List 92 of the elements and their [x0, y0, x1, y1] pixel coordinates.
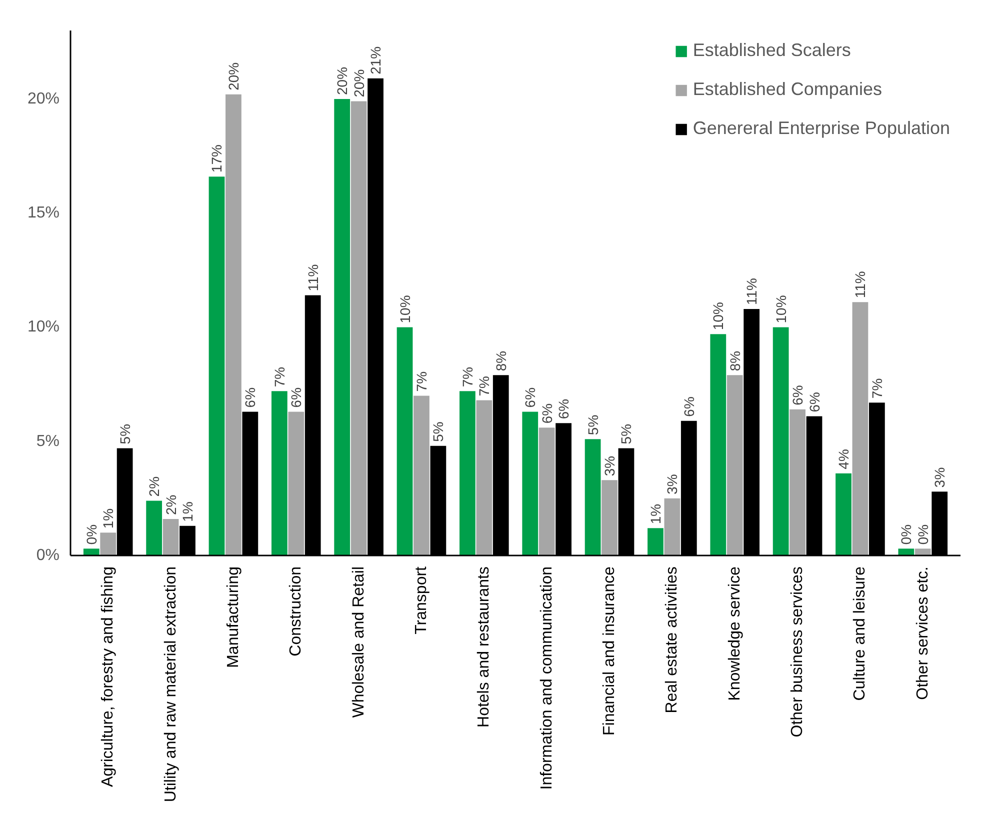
- bar: [350, 101, 367, 556]
- data-label: 17%: [208, 144, 225, 173]
- y-tick-label: 10%: [27, 318, 60, 336]
- data-label: 6%: [288, 387, 304, 408]
- data-label: 0%: [898, 524, 914, 545]
- bar: [648, 528, 664, 556]
- x-tick-label: Construction: [288, 566, 305, 656]
- bar: [836, 473, 852, 556]
- bar: [602, 480, 618, 556]
- x-tick-label: Wholesale and Retail: [350, 566, 368, 718]
- data-label: 5%: [584, 414, 601, 436]
- bar: [162, 518, 179, 556]
- data-label: 7%: [868, 378, 885, 399]
- bar: [898, 548, 914, 556]
- bar: [476, 400, 492, 556]
- data-label: 5%: [116, 424, 133, 444]
- data-label: 11%: [304, 264, 321, 292]
- data-label: 4%: [836, 449, 852, 470]
- data-label: 8%: [726, 350, 743, 372]
- bar: [83, 548, 100, 556]
- data-label: 11%: [852, 271, 868, 298]
- data-label: 0%: [914, 524, 931, 545]
- bar: [790, 409, 806, 556]
- bar: [522, 412, 538, 556]
- data-label: 5%: [430, 422, 446, 442]
- x-tick-label: Other business services: [789, 566, 806, 738]
- data-label: 7%: [476, 376, 492, 396]
- bar: [914, 548, 931, 556]
- data-label: 1%: [179, 502, 196, 522]
- data-label: 7%: [271, 366, 288, 388]
- legend-label: Genereral Enterprise Population: [692, 118, 950, 139]
- x-tick-label: Transport: [412, 566, 430, 634]
- x-tick-label: Manufacturing: [224, 566, 242, 668]
- data-label: 20%: [225, 62, 242, 90]
- x-tick-label: Utility and raw material extraction: [162, 566, 180, 802]
- data-label: 21%: [368, 46, 384, 74]
- data-label: 10%: [396, 295, 413, 324]
- y-tick-label: 15%: [27, 204, 60, 222]
- x-tick-label: Agriculture, forestry and fishing: [100, 566, 117, 788]
- bar: [726, 375, 743, 556]
- data-label: 6%: [806, 392, 822, 412]
- bar: [710, 334, 726, 556]
- data-label: 6%: [790, 385, 806, 406]
- bar: [334, 98, 350, 556]
- data-label: 6%: [556, 398, 572, 420]
- data-label: 3%: [932, 467, 948, 488]
- x-tick-label: Hotels and restaurants: [476, 566, 493, 728]
- bar: [288, 412, 304, 556]
- bar: [414, 396, 430, 556]
- data-label: 2%: [146, 476, 162, 497]
- x-tick-label: Culture and leisure: [852, 566, 869, 701]
- data-label: 7%: [413, 371, 430, 392]
- data-label: 0%: [83, 524, 100, 545]
- bar: [584, 439, 601, 556]
- x-tick-label: Other services etc.: [914, 566, 932, 700]
- x-tick-label: Information and communication: [538, 566, 556, 790]
- y-tick-label: 20%: [27, 90, 60, 108]
- data-label: 20%: [334, 66, 350, 95]
- bar: [208, 176, 225, 556]
- x-tick-label: Real estate activities: [664, 566, 681, 714]
- data-label: 7%: [459, 366, 476, 388]
- bar: [664, 498, 680, 556]
- data-label: 6%: [538, 403, 555, 424]
- data-label: 1%: [100, 508, 116, 529]
- data-label: 11%: [744, 278, 760, 305]
- bar: [396, 327, 413, 556]
- legend-label: Established Companies: [692, 79, 882, 100]
- x-tick-label: Knowledge service: [726, 566, 744, 701]
- data-label: 1%: [647, 504, 664, 524]
- data-label: 3%: [664, 474, 680, 494]
- bar: [271, 391, 288, 556]
- bar: [772, 327, 789, 556]
- data-label: 6%: [522, 387, 538, 408]
- x-tick-label: Financial and insurance: [601, 566, 618, 736]
- data-label: 3%: [602, 456, 618, 476]
- bar: [460, 391, 476, 556]
- data-label: 6%: [680, 396, 697, 417]
- data-label: 6%: [242, 387, 258, 408]
- bar: [538, 428, 555, 556]
- bar: [226, 94, 242, 556]
- bar: [100, 532, 116, 556]
- data-label: 2%: [162, 494, 179, 515]
- data-label: 8%: [492, 350, 509, 372]
- data-label: 20%: [350, 69, 367, 98]
- data-label: 10%: [772, 295, 789, 324]
- legend-label: Established Scalers: [692, 40, 851, 61]
- y-tick-label: 0%: [36, 547, 60, 564]
- data-label: 5%: [618, 424, 634, 444]
- bar: [146, 500, 162, 556]
- y-tick-label: 5%: [36, 432, 60, 450]
- data-label: 10%: [710, 302, 726, 330]
- bar: [852, 302, 868, 556]
